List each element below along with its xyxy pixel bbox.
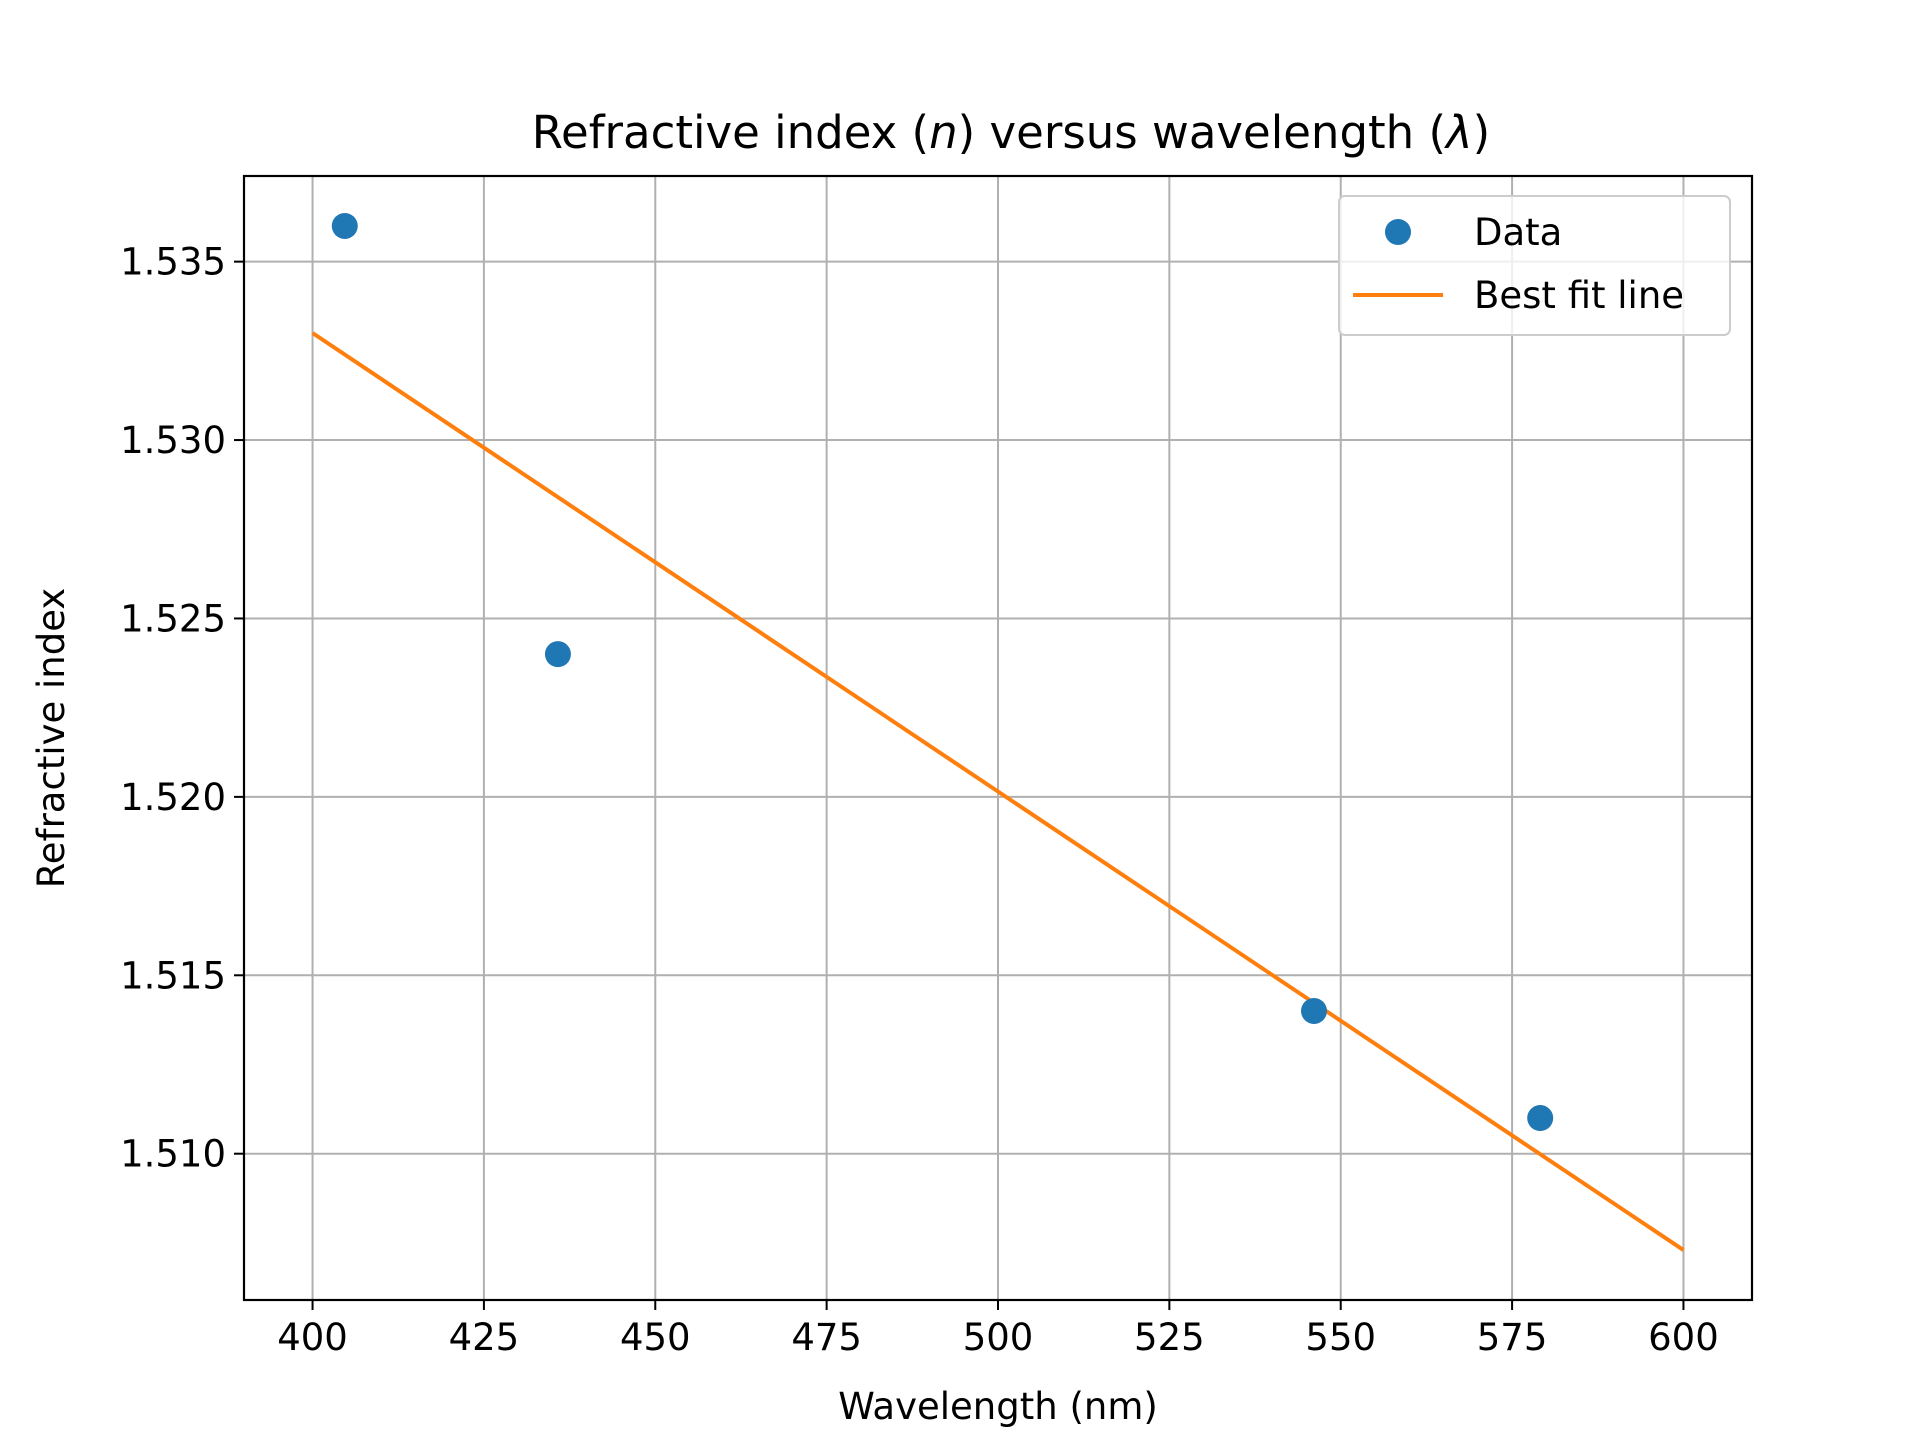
y-tick-label: 1.525 xyxy=(120,597,226,640)
y-tick-label: 1.530 xyxy=(120,419,226,462)
y-tick-label: 1.515 xyxy=(120,954,226,997)
x-tick-label: 475 xyxy=(791,1316,862,1359)
data-series xyxy=(331,212,1554,1132)
y-axis-label: Refractive index xyxy=(30,588,73,889)
grid-lines xyxy=(244,176,1752,1300)
legend-data-label: Data xyxy=(1474,211,1562,254)
x-tick-label: 450 xyxy=(620,1316,691,1359)
x-tick-label: 500 xyxy=(963,1316,1034,1359)
data-point xyxy=(331,212,358,239)
x-tick-label: 575 xyxy=(1477,1316,1548,1359)
x-tick-label: 600 xyxy=(1648,1316,1719,1359)
best-fit-line xyxy=(311,331,1685,1252)
x-tick-label: 425 xyxy=(449,1316,520,1359)
legend-best-fit-label: Best fit line xyxy=(1474,274,1684,317)
legend-data-marker xyxy=(1385,219,1411,245)
data-point xyxy=(1527,1105,1554,1132)
y-tick-label: 1.535 xyxy=(120,241,226,284)
x-tick-label: 400 xyxy=(277,1316,348,1359)
y-tick-label: 1.520 xyxy=(120,776,226,819)
x-tick-label: 525 xyxy=(1134,1316,1205,1359)
data-point xyxy=(1300,997,1327,1024)
data-point xyxy=(544,641,571,668)
chart-title: Refractive index (n) versus wavelength (… xyxy=(532,106,1490,159)
y-tick-label: 1.510 xyxy=(120,1133,226,1176)
x-axis-label: Wavelength (nm) xyxy=(838,1385,1158,1428)
best-fit-series xyxy=(311,331,1685,1252)
legend-frame xyxy=(1338,195,1731,336)
x-tick-label: 550 xyxy=(1305,1316,1376,1359)
axis-ticks: 400 425 450 475 500 525 550 575 600 1.510 1.515 1.5… xyxy=(120,241,1719,1359)
legend: Data Best fit line xyxy=(1338,195,1731,336)
